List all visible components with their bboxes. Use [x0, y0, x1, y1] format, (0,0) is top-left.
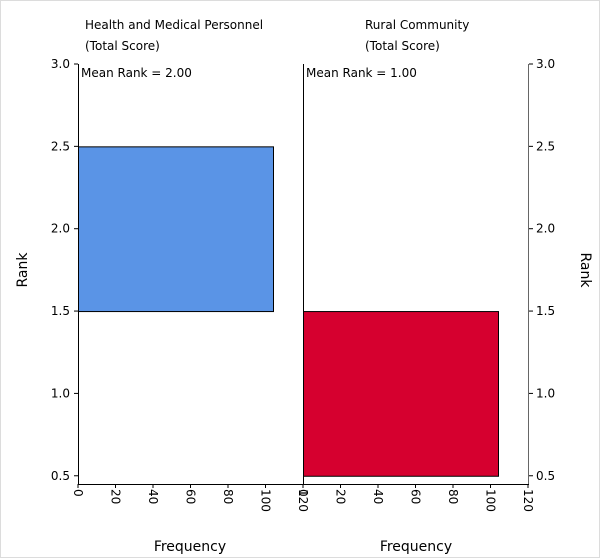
- panel-left-mean-rank: Mean Rank = 2.00: [81, 66, 192, 80]
- y-tick-label-right-3: 1.5: [536, 304, 555, 318]
- y-tick-label-left: 3.0 2.5 2.0 1.5 1.0 0.5: [51, 57, 70, 483]
- panel-left-title-line1: Health and Medical Personnel: [85, 18, 263, 32]
- y-tick-label-right: 3.0 2.5 2.0 1.5 1.0 0.5: [536, 57, 555, 483]
- x-tick-label-right-5: 100: [484, 489, 498, 512]
- x-tick-label-left: 0 20 40 60 80 100 120: [71, 489, 310, 512]
- x-tick-label-left-1: 20: [109, 489, 123, 504]
- y-tick-label-right-5: 0.5: [536, 469, 555, 483]
- x-tick-label-left-5: 100: [259, 489, 273, 512]
- x-tick-label-right-1: 20: [334, 489, 348, 504]
- x-tick-label-left-3: 60: [184, 489, 198, 504]
- panel-right-mean-rank: Mean Rank = 1.00: [306, 66, 417, 80]
- x-tick-label-left-6: 120: [296, 489, 310, 512]
- y-tick-label-right-1: 2.5: [536, 139, 555, 153]
- x-axis-title-right: Frequency: [380, 539, 452, 555]
- panel-left-title-line2: (Total Score): [85, 39, 160, 53]
- y-tick-label-right-0: 3.0: [536, 57, 555, 71]
- y-tick-label-right-2: 2.0: [536, 222, 555, 236]
- y-axis-title-right: Rank: [577, 253, 593, 289]
- x-tick-label-left-4: 80: [221, 489, 235, 504]
- x-axis-title-left: Frequency: [154, 539, 226, 555]
- panel-right-title-line1: Rural Community: [365, 18, 469, 32]
- x-tick-label-right-6: 120: [521, 489, 535, 512]
- x-tick-label-right: 0 20 40 60 80 100 120: [296, 489, 535, 512]
- y-tick-label-right-4: 1.0: [536, 386, 555, 400]
- x-tick-label-right-0: 0: [296, 489, 310, 497]
- y-tick-label-left-0: 3.0: [51, 57, 70, 71]
- y-tick-label-left-2: 2.0: [51, 222, 70, 236]
- y-tick-label-left-5: 0.5: [51, 469, 70, 483]
- panel-right-title-line2: (Total Score): [365, 39, 440, 53]
- y-tick-label-left-1: 2.5: [51, 139, 70, 153]
- bar-health-medical-personnel: [78, 146, 274, 313]
- y-axis-title-left: Rank: [15, 252, 31, 288]
- y-tick-label-left-3: 1.5: [51, 304, 70, 318]
- bar-rural-community: [303, 311, 499, 477]
- x-tick-label-right-2: 40: [371, 489, 385, 504]
- x-tick-label-left-0: 0: [71, 489, 85, 497]
- x-tick-label-left-2: 40: [146, 489, 160, 504]
- x-tick-label-right-4: 80: [446, 489, 460, 504]
- x-tick-label-right-3: 60: [409, 489, 423, 504]
- y-tick-label-left-4: 1.0: [51, 386, 70, 400]
